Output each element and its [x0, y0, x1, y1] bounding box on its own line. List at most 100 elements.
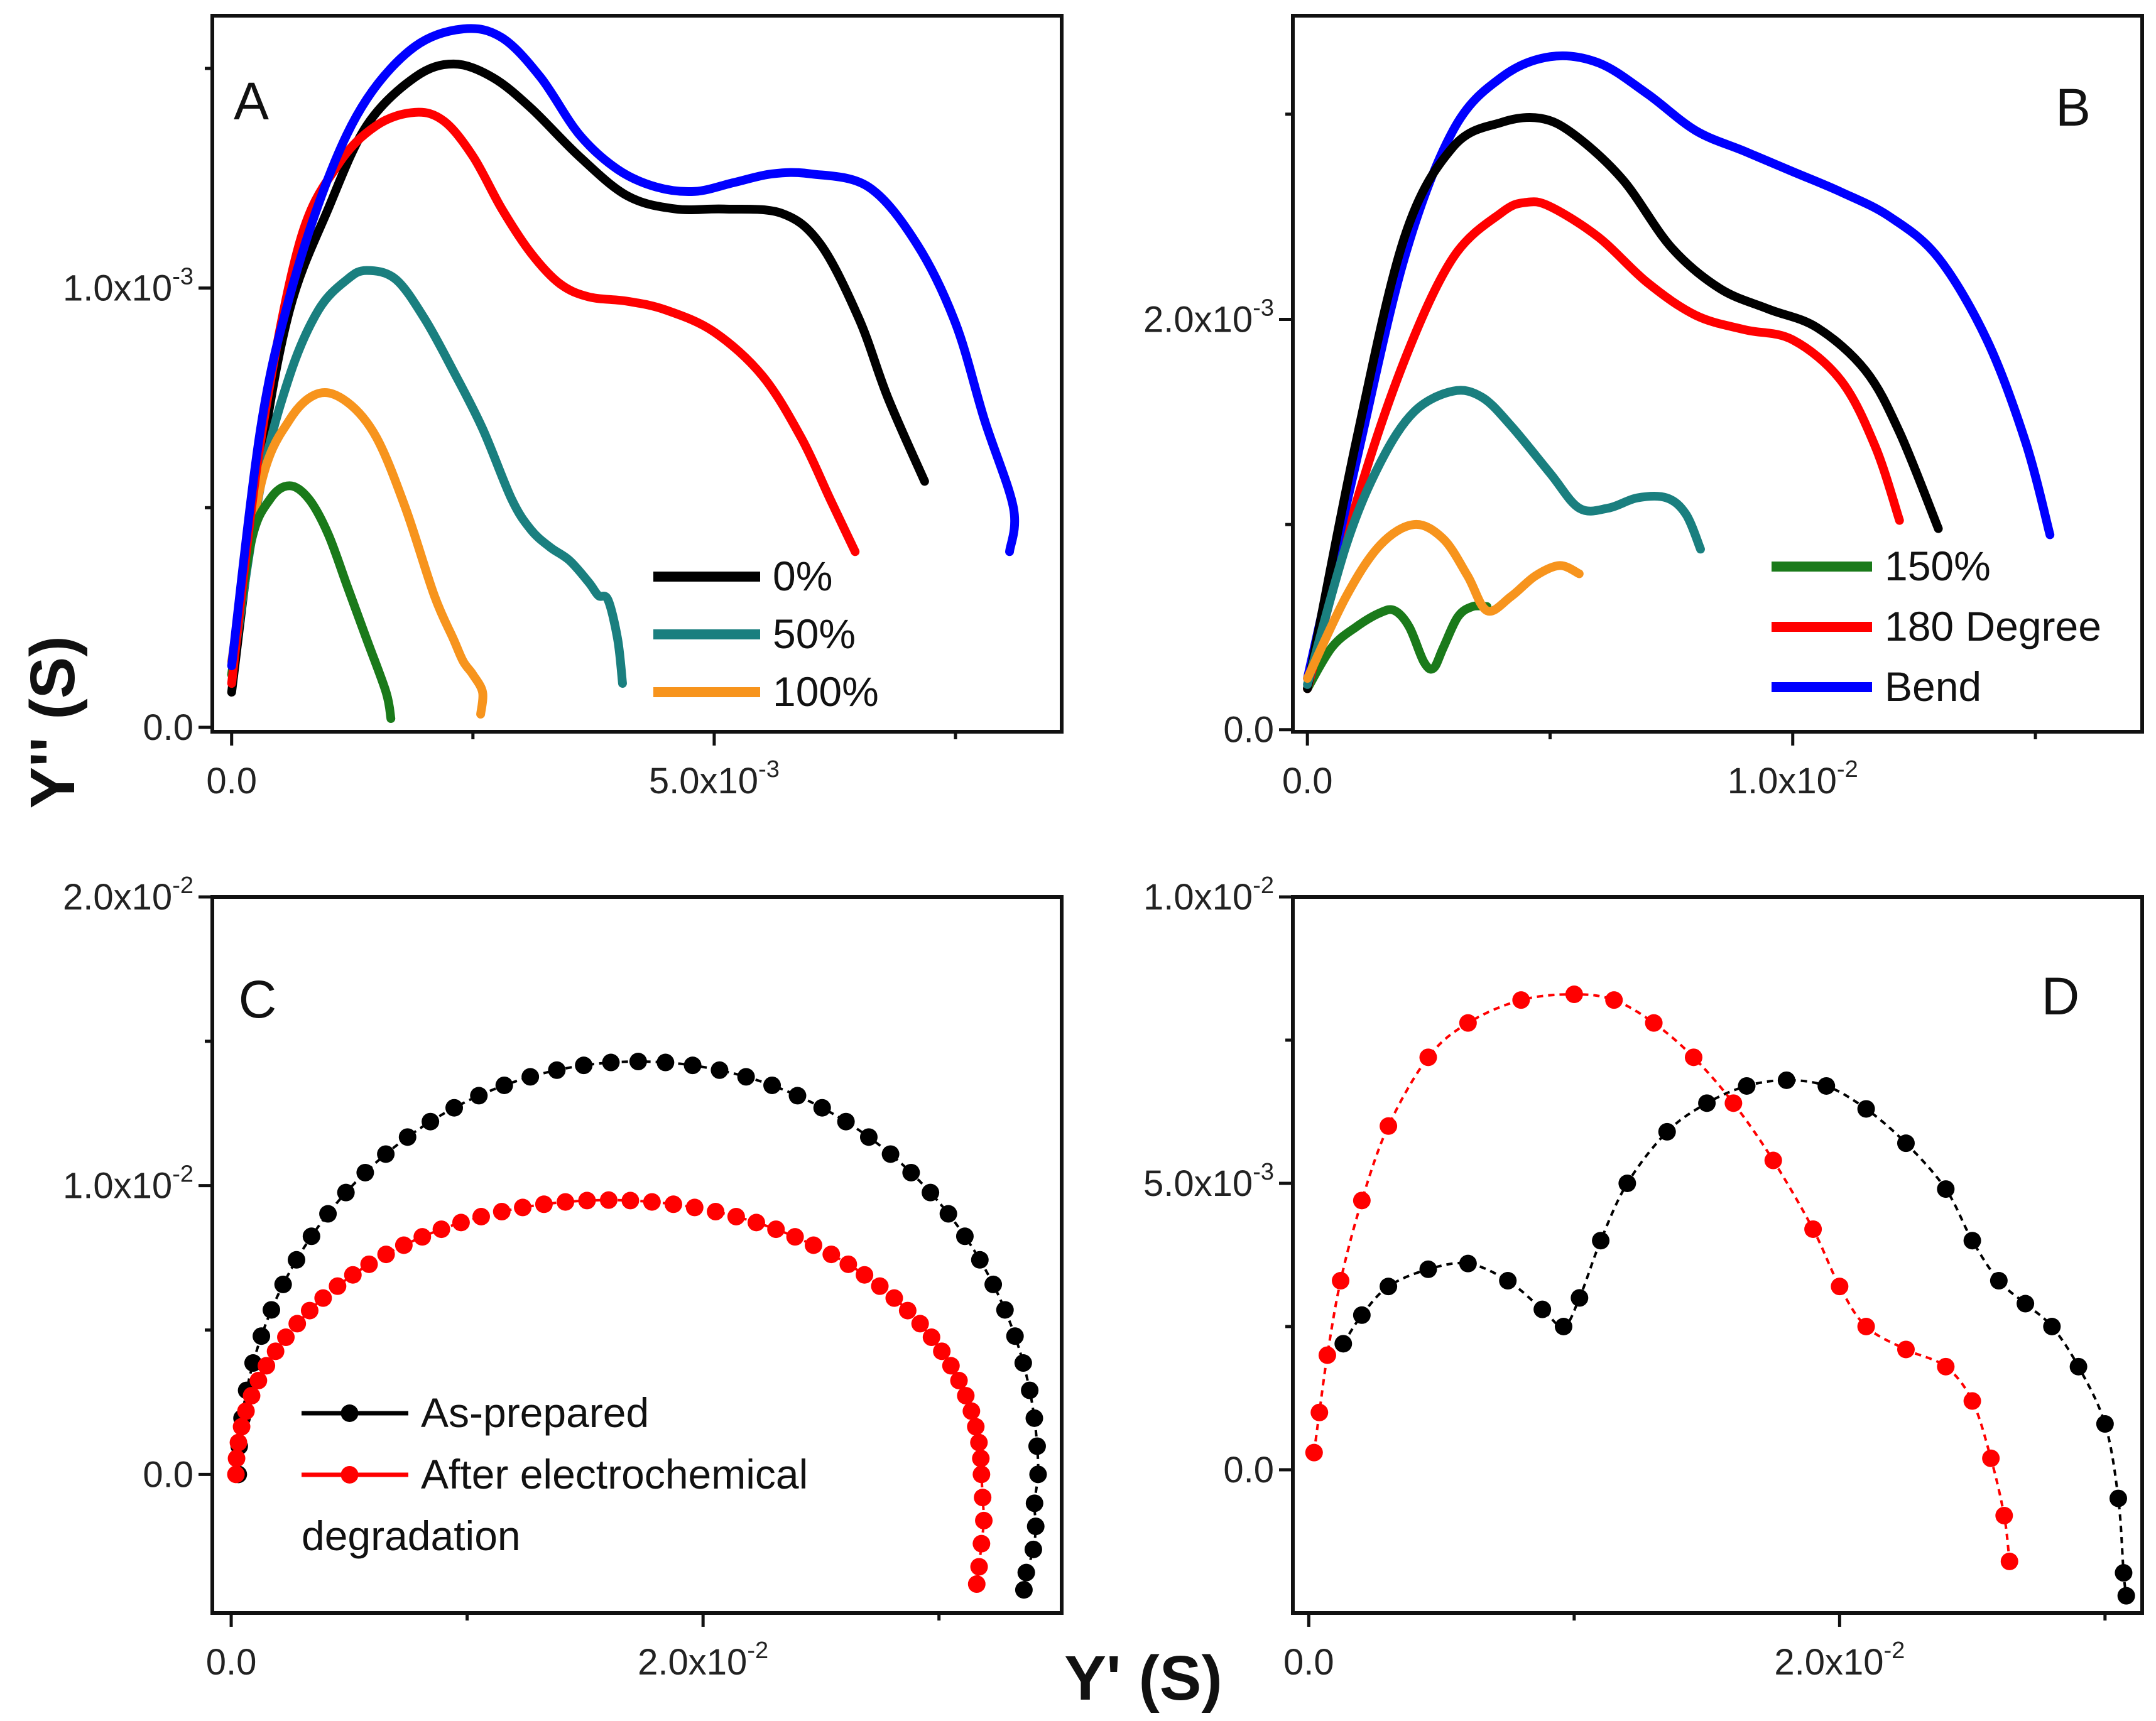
- data-point: [258, 1357, 276, 1375]
- data-point: [656, 1053, 675, 1072]
- data-point: [972, 1449, 990, 1467]
- data-point: [599, 1191, 618, 1209]
- data-point: [1937, 1357, 1955, 1376]
- panel-label-b: B: [2055, 78, 2091, 137]
- x-tick-label: 2.0x10-2: [1774, 1637, 1905, 1683]
- data-point: [804, 1236, 822, 1254]
- y-tick-label: 0.0: [143, 707, 193, 748]
- data-point: [1025, 1409, 1043, 1427]
- series-after-electrochemical-degradation: [227, 1191, 993, 1593]
- y-tick-label: 0.0: [143, 1454, 193, 1495]
- data-point: [266, 1342, 285, 1360]
- data-point: [2096, 1415, 2114, 1433]
- data-point: [302, 1227, 320, 1246]
- data-point: [398, 1128, 416, 1146]
- y-tick-label: 2.0x10-2: [63, 872, 193, 918]
- data-point: [1499, 1272, 1517, 1290]
- legend-marker: [340, 1404, 359, 1422]
- panel-label-a: A: [234, 72, 269, 131]
- plot-frame-b: [1291, 14, 2144, 734]
- legend-label: 100%: [773, 668, 879, 715]
- data-point: [643, 1193, 661, 1211]
- data-point: [557, 1193, 575, 1211]
- y-tick-label: 1.0x10-3: [63, 264, 193, 309]
- data-area-c: [227, 1053, 1047, 1599]
- data-point: [971, 1251, 989, 1269]
- panel-a: 0.0 5.0x10-3 0.0 1.0x10-3 A 0% 50% 100%: [63, 14, 1064, 801]
- data-point: [452, 1213, 470, 1232]
- data-point: [288, 1315, 307, 1333]
- data-point: [1024, 1540, 1042, 1558]
- data-point: [942, 1357, 960, 1375]
- data-point: [445, 1099, 464, 1117]
- data-point: [314, 1289, 332, 1307]
- data-point: [933, 1342, 951, 1360]
- panel-b: 0.0 1.0x10-2 0.0 2.0x10-3 B 150% 180 Degree Ben…: [1143, 14, 2144, 801]
- data-point: [1305, 1443, 1323, 1462]
- data-point: [1014, 1354, 1032, 1372]
- y-tick-label: 0.0: [1223, 710, 1274, 751]
- data-point: [356, 1163, 374, 1181]
- data-point: [939, 1205, 957, 1223]
- data-point: [329, 1277, 347, 1295]
- data-point: [472, 1207, 490, 1225]
- legend-label: 0%: [773, 553, 832, 599]
- x-tick-label: 5.0x10-3: [649, 756, 780, 801]
- series-series-green: [227, 481, 396, 724]
- data-point: [244, 1354, 262, 1372]
- data-point: [319, 1205, 337, 1223]
- legend-a: 0% 50% 100%: [653, 553, 879, 715]
- data-point: [2109, 1489, 2127, 1507]
- series-150-: [1303, 601, 1492, 693]
- data-point: [1512, 991, 1530, 1009]
- data-point: [950, 1371, 968, 1389]
- data-point: [871, 1277, 889, 1295]
- series-50-: [227, 266, 627, 688]
- y-tick-label: 2.0x10-3: [1143, 295, 1274, 340]
- data-point: [972, 1465, 991, 1484]
- data-point: [707, 1203, 725, 1221]
- data-point: [1459, 1014, 1477, 1032]
- x-tick-label: 1.0x10-2: [1728, 756, 1858, 801]
- data-point: [984, 1275, 1003, 1293]
- data-point: [902, 1163, 920, 1181]
- data-point: [575, 1056, 593, 1075]
- data-point: [274, 1275, 292, 1293]
- data-point: [1332, 1272, 1350, 1290]
- data-point: [1897, 1134, 1915, 1153]
- data-point: [1831, 1278, 1849, 1296]
- series-line: [1303, 112, 1943, 693]
- data-point: [422, 1112, 440, 1131]
- panel-label-c: C: [239, 970, 277, 1029]
- data-point: [881, 1145, 900, 1163]
- data-point: [253, 1327, 271, 1345]
- data-point: [1764, 1151, 1782, 1170]
- data-point: [1419, 1048, 1437, 1067]
- data-point: [495, 1076, 513, 1094]
- data-point: [974, 1489, 992, 1507]
- data-point: [344, 1266, 362, 1284]
- data-point: [249, 1371, 268, 1389]
- data-point: [1857, 1318, 1875, 1335]
- data-point: [1777, 1071, 1795, 1089]
- data-point: [1017, 1563, 1035, 1582]
- data-point: [967, 1575, 986, 1593]
- data-point: [837, 1112, 855, 1131]
- legend-label: 180 Degree: [1885, 603, 2101, 649]
- data-point: [227, 1449, 246, 1467]
- data-point: [287, 1251, 305, 1269]
- data-point: [521, 1068, 540, 1086]
- data-point: [1645, 1014, 1663, 1032]
- data-point: [277, 1328, 295, 1347]
- series-line: [1303, 386, 1705, 689]
- series-connector: [237, 1060, 1040, 1590]
- series-line: [1303, 197, 1904, 693]
- data-point: [664, 1195, 682, 1213]
- x-tick-label: 0.0: [206, 1642, 257, 1683]
- data-point: [395, 1236, 413, 1254]
- data-point: [996, 1301, 1014, 1319]
- y-axis-title: Y'' (S): [18, 636, 88, 808]
- series-line: [227, 481, 396, 724]
- data-point: [1963, 1392, 1981, 1410]
- series-line: [1303, 520, 1584, 683]
